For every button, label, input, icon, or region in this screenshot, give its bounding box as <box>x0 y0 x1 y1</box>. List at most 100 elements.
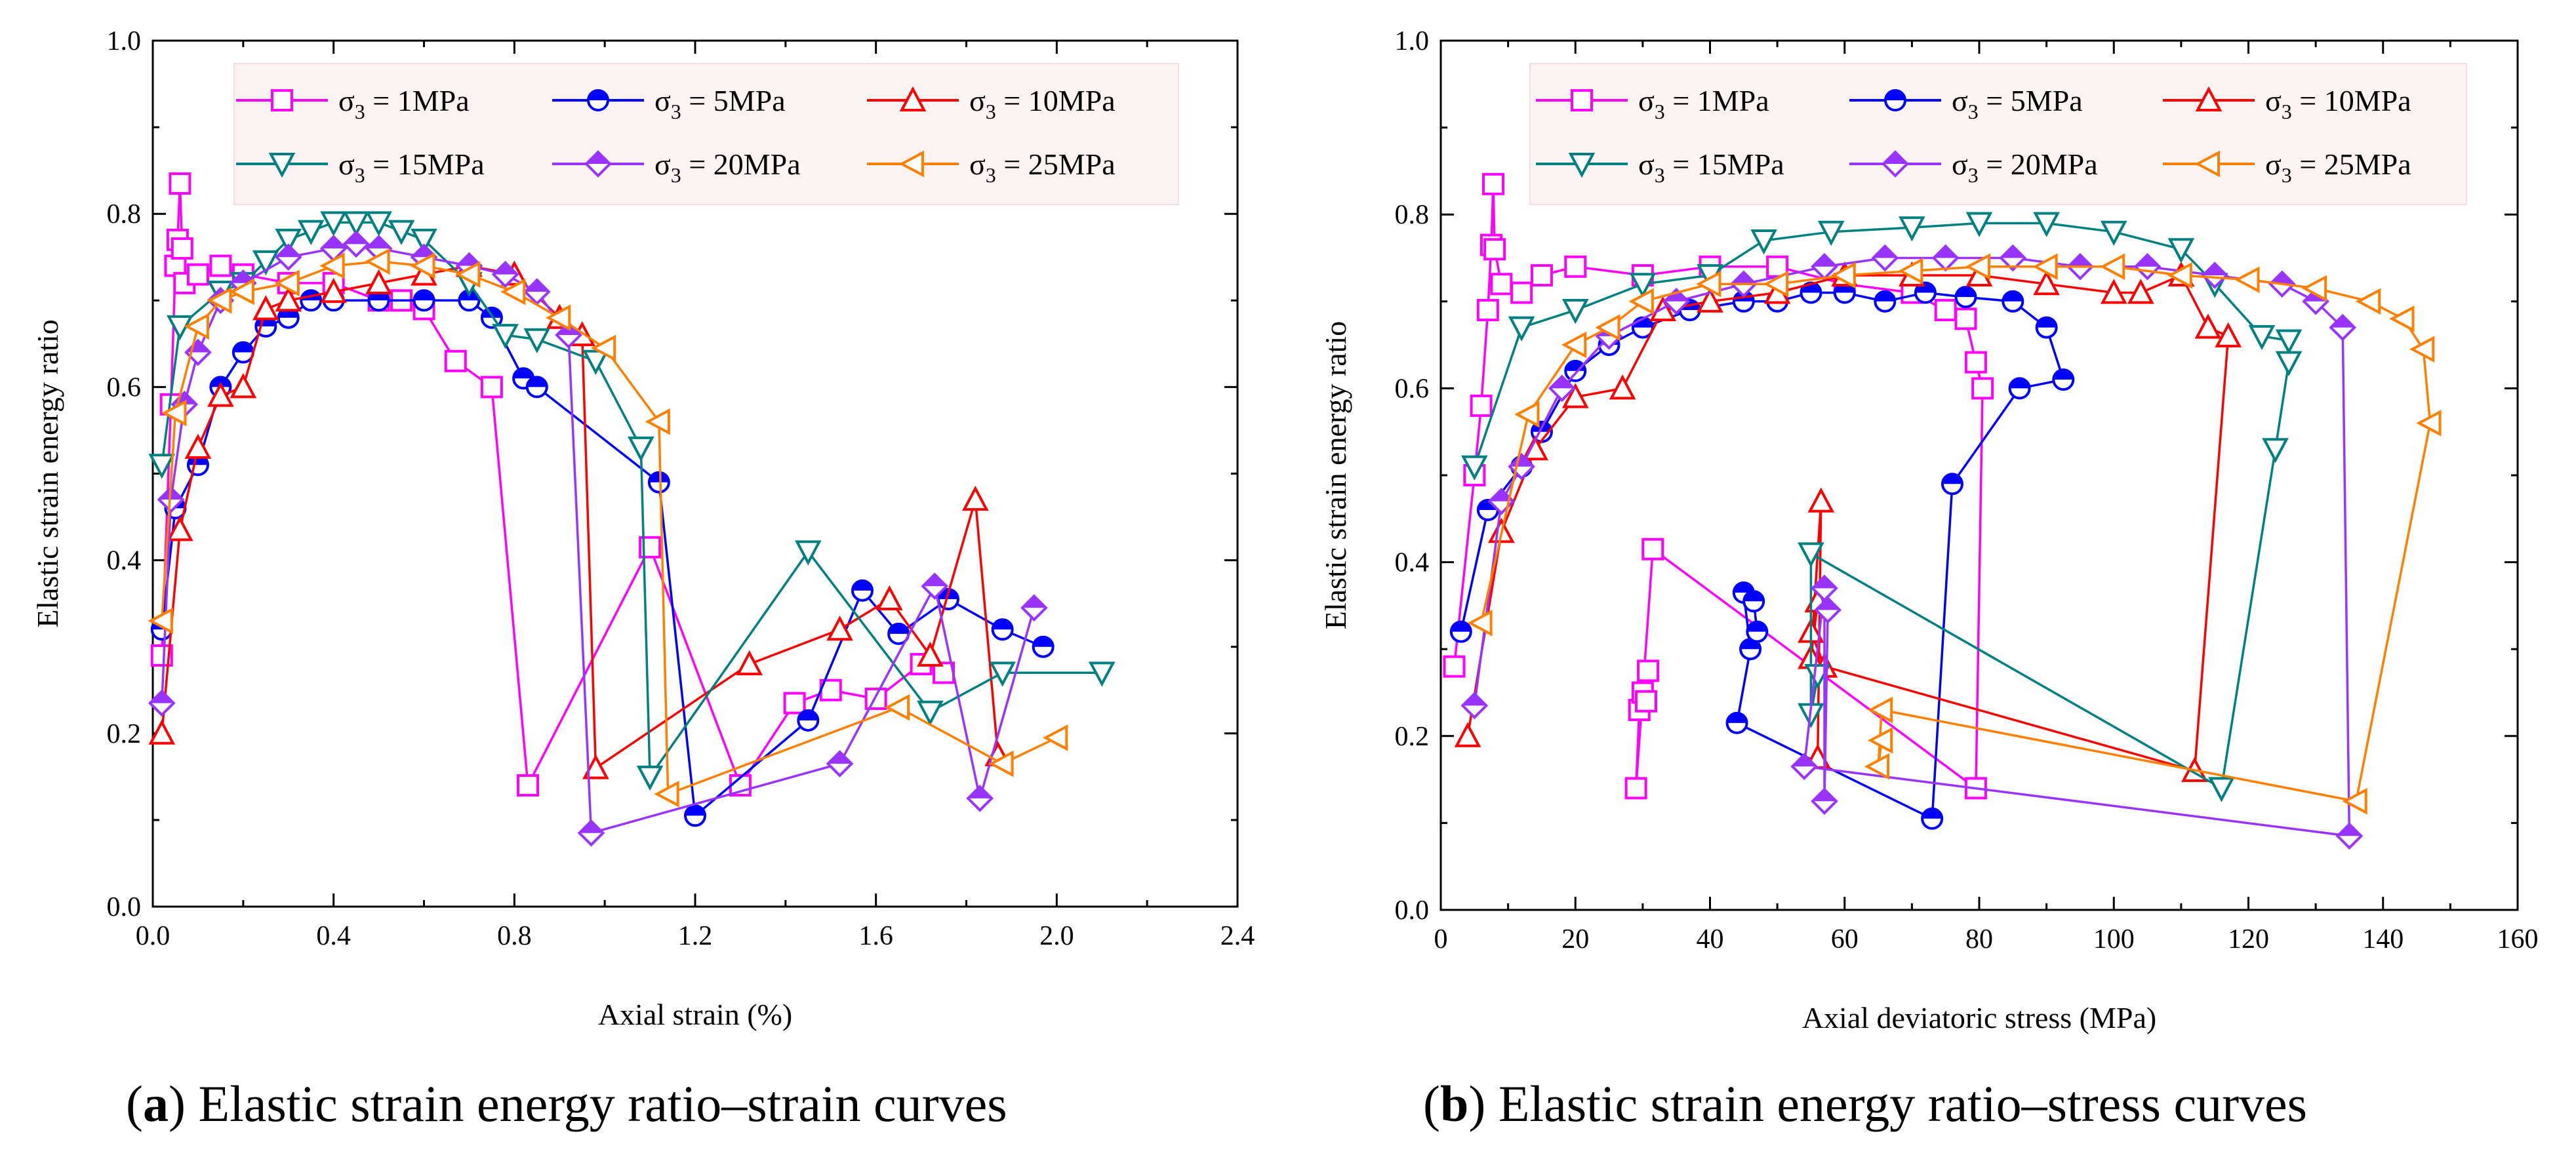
data-point <box>1564 255 1587 278</box>
data-point <box>794 540 822 566</box>
legend-item: σ3 = 20MPa <box>1849 147 2098 187</box>
series-15mpa <box>1460 212 2303 802</box>
legend-label: σ3 = 5MPa <box>1952 84 2083 123</box>
legend-marker <box>1571 89 1593 111</box>
data-point <box>1548 374 1576 403</box>
data-point <box>275 228 302 254</box>
data-point <box>1662 287 1691 315</box>
x-tick-label: 0.4 <box>316 921 351 951</box>
legend-marker <box>1884 89 1906 111</box>
data-point <box>917 641 944 667</box>
x-tick-label: 100 <box>2093 924 2135 954</box>
data-point <box>1867 696 1893 724</box>
data-point <box>1032 635 1055 658</box>
data-point <box>186 263 209 286</box>
data-point <box>1561 383 1589 408</box>
data-point <box>966 785 994 812</box>
data-point <box>636 765 664 791</box>
data-point <box>1482 172 1505 195</box>
legend-item: σ3 = 15MPa <box>1536 147 1784 187</box>
legend-label: σ3 = 15MPa <box>338 147 485 187</box>
data-point <box>577 819 605 847</box>
data-point <box>413 289 435 312</box>
data-point <box>1934 299 1957 322</box>
panel-caption: (a) Elastic strain energy ratio–strain c… <box>126 1075 1007 1132</box>
data-point <box>645 408 670 435</box>
data-point <box>171 237 193 260</box>
data-point <box>1510 281 1533 304</box>
data-point <box>1467 610 1493 637</box>
data-point <box>1564 359 1587 382</box>
data-point <box>297 220 325 245</box>
y-tick-label: 0.2 <box>107 719 142 749</box>
legend-marker <box>584 150 612 178</box>
data-point <box>1641 538 1664 560</box>
data-point <box>167 516 193 541</box>
data-point <box>991 618 1014 641</box>
data-point <box>1476 299 1499 322</box>
data-point <box>1746 620 1769 643</box>
series-line <box>161 299 1044 818</box>
data-point <box>826 750 854 777</box>
data-point <box>989 661 1016 687</box>
data-point <box>319 252 345 279</box>
data-point <box>320 211 347 237</box>
legend-label: σ3 = 1MPa <box>338 84 470 123</box>
data-point <box>411 228 437 254</box>
data-point <box>1460 692 1489 720</box>
series-1mpa <box>1443 172 1994 800</box>
data-point <box>876 585 903 611</box>
data-point <box>2167 238 2195 264</box>
data-point <box>1804 663 1832 690</box>
y-tick-label: 0.4 <box>1395 548 1430 578</box>
data-point <box>2342 787 2367 815</box>
data-point <box>2208 777 2235 802</box>
x-tick-label: 160 <box>2497 924 2539 954</box>
data-point <box>2033 270 2060 296</box>
data-point <box>1043 724 1068 751</box>
data-point <box>647 471 670 494</box>
legend-marker <box>898 150 924 178</box>
data-point <box>2032 253 2058 281</box>
data-point <box>1864 753 1890 780</box>
series-5mpa <box>150 289 1055 827</box>
legend: σ3 = 1MPa σ3 = 5MPa σ3 = 10MPa σ3 = 15MPa σ3… <box>233 63 1179 205</box>
data-point <box>1965 212 1993 237</box>
legend-marker <box>587 89 609 111</box>
data-point <box>491 260 519 288</box>
data-point <box>590 334 616 362</box>
series-line <box>161 243 1036 835</box>
x-axis-label: Axial strain (%) <box>598 998 792 1031</box>
legend-box <box>1529 63 2467 205</box>
data-point <box>1020 594 1048 622</box>
series-15mpa <box>148 211 1116 791</box>
data-point <box>1742 590 1765 613</box>
data-point <box>517 774 540 797</box>
data-point <box>184 313 209 340</box>
data-point <box>988 750 1014 777</box>
data-point <box>545 304 571 332</box>
y-axis-label: Elastic strain energy ratio <box>31 319 64 628</box>
legend-label: σ3 = 20MPa <box>654 147 801 187</box>
data-point <box>1470 394 1493 417</box>
data-point <box>1811 787 1838 815</box>
y-tick-label: 0.0 <box>107 892 142 922</box>
data-point <box>1798 542 1824 568</box>
data-point <box>230 373 257 399</box>
data-point <box>1954 307 1977 330</box>
data-point <box>231 341 254 364</box>
panel-a: 0.0 0.4 0.8 1.2 1.6 2.0 2.4 0.0 0.2 0.4 0.6 0.8 1.0 A… <box>31 26 1255 1132</box>
data-point <box>2389 305 2415 332</box>
data-point <box>252 250 279 276</box>
data-point <box>2215 322 2242 347</box>
data-point <box>1595 314 1620 341</box>
data-point <box>1725 711 1748 734</box>
legend-item: σ3 = 10MPa <box>2163 84 2411 123</box>
data-point <box>184 433 212 459</box>
data-point <box>1807 487 1835 513</box>
data-point <box>365 211 392 237</box>
legend-label: σ3 = 5MPa <box>654 84 786 123</box>
y-axis-label: Elastic strain energy ratio <box>1319 321 1352 630</box>
data-point <box>2033 212 2060 237</box>
data-point <box>1971 377 1994 400</box>
